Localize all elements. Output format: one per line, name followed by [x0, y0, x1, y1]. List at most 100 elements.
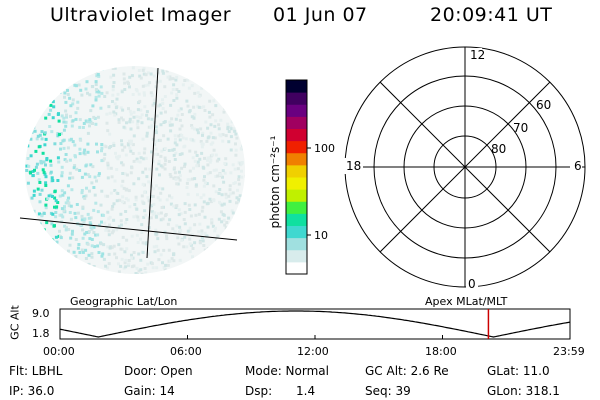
image-pixel — [211, 113, 215, 117]
image-pixel — [165, 237, 169, 241]
image-pixel — [69, 236, 73, 240]
image-pixel — [65, 159, 69, 163]
image-pixel — [62, 138, 66, 142]
image-pixel — [64, 124, 68, 128]
image-pixel — [164, 110, 167, 114]
image-pixel — [66, 184, 70, 188]
image-pixel — [217, 191, 221, 195]
image-pixel — [76, 100, 80, 104]
image-pixel — [197, 212, 201, 216]
image-pixel — [137, 252, 141, 256]
image-pixel — [164, 263, 168, 267]
image-pixel — [209, 200, 213, 204]
image-pixel — [94, 201, 98, 205]
ip-status: IP: 36.0 — [9, 384, 55, 398]
image-pixel — [166, 263, 170, 267]
image-pixel — [206, 163, 210, 167]
dsp-label: Dsp: — [245, 384, 273, 398]
image-pixel — [30, 196, 34, 200]
image-pixel — [206, 156, 210, 160]
image-pixel — [239, 260, 243, 264]
image-pixel — [230, 230, 234, 234]
image-pixel — [178, 258, 182, 262]
mlt-label-0: 0 — [468, 277, 476, 291]
image-pixel — [115, 256, 118, 260]
image-pixel — [90, 244, 94, 248]
image-pixel — [112, 202, 116, 206]
image-pixel — [205, 234, 209, 238]
image-pixel — [135, 89, 139, 93]
image-pixel — [217, 217, 221, 221]
image-pixel — [233, 242, 237, 246]
image-pixel — [124, 188, 128, 192]
image-pixel — [212, 184, 216, 188]
image-pixel — [170, 66, 174, 70]
image-pixel — [88, 118, 92, 122]
image-pixel — [32, 126, 36, 129]
image-pixel — [199, 127, 203, 131]
image-pixel — [65, 113, 68, 117]
image-pixel — [211, 255, 215, 259]
image-pixel — [143, 105, 147, 109]
image-pixel — [239, 230, 243, 234]
image-pixel — [230, 242, 234, 246]
image-pixel — [231, 252, 235, 256]
image-pixel — [198, 157, 202, 161]
image-pixel — [89, 163, 93, 167]
image-pixel — [207, 250, 211, 254]
image-pixel — [198, 241, 202, 245]
image-pixel — [209, 131, 213, 135]
image-pixel — [151, 212, 155, 216]
image-pixel — [54, 215, 58, 219]
image-pixel — [82, 195, 86, 199]
image-pixel — [62, 209, 66, 213]
image-pixel — [209, 91, 213, 94]
image-pixel — [178, 153, 182, 156]
image-pixel — [128, 146, 132, 150]
image-pixel — [166, 75, 170, 79]
image-pixel — [66, 93, 70, 96]
image-pixel — [116, 157, 120, 161]
image-pixel — [172, 99, 176, 102]
image-pixel — [161, 165, 165, 169]
image-pixel — [233, 245, 237, 249]
image-pixel — [82, 122, 86, 125]
image-pixel — [243, 234, 245, 238]
image-pixel — [136, 273, 140, 274]
image-pixel — [53, 205, 56, 209]
image-pixel — [237, 114, 241, 118]
image-pixel — [136, 215, 140, 219]
image-pixel — [112, 144, 116, 147]
image-pixel — [94, 80, 98, 84]
image-pixel — [148, 167, 152, 171]
image-pixel — [167, 160, 171, 163]
image-pixel — [173, 158, 177, 161]
image-pixel — [147, 180, 151, 184]
image-pixel — [154, 184, 158, 188]
image-pixel — [44, 163, 47, 167]
image-pixel — [25, 164, 29, 168]
image-pixel — [121, 235, 125, 239]
image-pixel — [70, 124, 74, 128]
image-pixel — [138, 99, 142, 103]
image-pixel — [115, 199, 119, 203]
image-pixel — [69, 137, 73, 141]
image-pixel — [60, 189, 64, 193]
image-pixel — [159, 154, 163, 158]
image-pixel — [188, 208, 192, 211]
image-pixel — [136, 126, 140, 130]
image-pixel — [230, 220, 234, 224]
image-pixel — [80, 175, 84, 179]
image-pixel — [155, 266, 159, 270]
image-pixel — [239, 223, 243, 227]
image-pixel — [150, 204, 153, 208]
image-pixel — [47, 112, 51, 116]
image-pixel — [193, 203, 197, 207]
image-pixel — [30, 241, 34, 245]
image-pixel — [67, 196, 70, 200]
image-pixel — [85, 186, 88, 190]
image-pixel — [234, 153, 238, 157]
image-pixel — [219, 255, 222, 258]
image-pixel — [81, 236, 85, 240]
image-pixel — [123, 145, 127, 149]
